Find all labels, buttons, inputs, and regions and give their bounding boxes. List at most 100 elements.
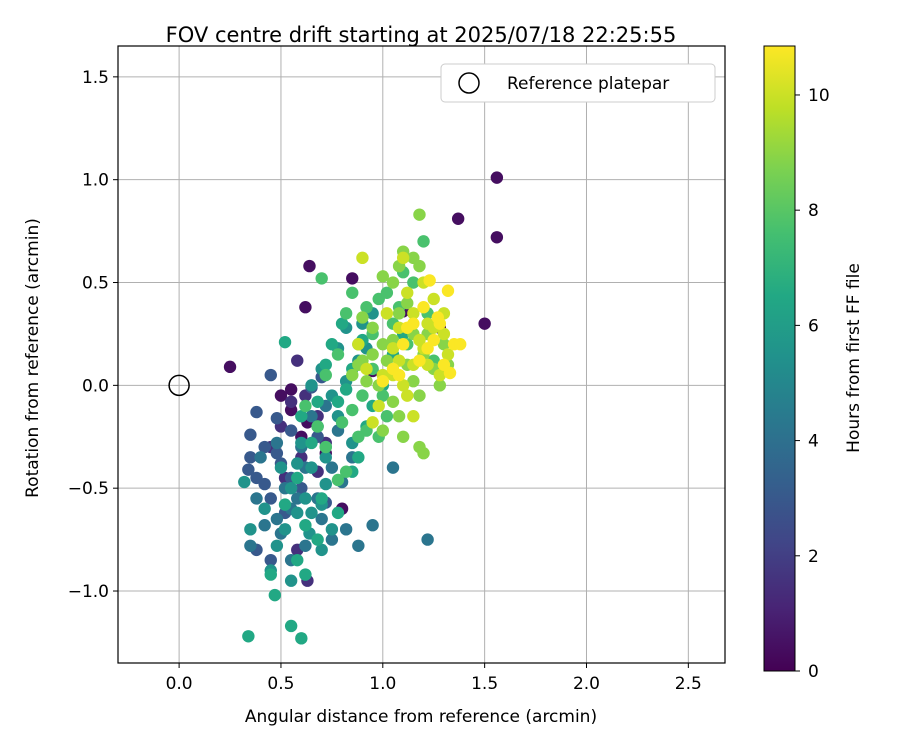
data-point — [250, 405, 263, 419]
data-point — [401, 286, 414, 299]
colorbar-tick-label: 2 — [808, 547, 819, 567]
data-point — [376, 389, 389, 402]
data-point — [490, 231, 504, 244]
data-point — [291, 471, 304, 485]
colorbar-gradient — [763, 45, 796, 672]
data-point — [305, 410, 318, 423]
legend-box — [440, 63, 716, 103]
data-point — [407, 375, 420, 388]
colorbar-ticks: 0 2 4 6 8 10 — [795, 86, 830, 682]
data-point — [331, 395, 345, 409]
data-point — [360, 362, 373, 376]
data-point — [407, 410, 420, 423]
data-point — [258, 477, 271, 491]
data-point — [360, 300, 373, 314]
data-point — [335, 416, 349, 429]
data-point — [258, 502, 271, 515]
data-point — [299, 492, 312, 505]
colorbar-tick-label: 4 — [808, 432, 819, 452]
data-point — [284, 395, 298, 409]
x-tick-label: 0.5 — [267, 674, 294, 694]
y-tick-label: 1.0 — [82, 171, 109, 191]
data-point — [319, 368, 332, 382]
data-point — [441, 284, 455, 297]
colorbar-tick-label: 10 — [808, 86, 830, 106]
data-point — [380, 286, 394, 299]
data-point — [258, 519, 271, 532]
data-point — [407, 307, 420, 320]
data-point — [396, 251, 410, 265]
data-point — [401, 389, 414, 402]
data-point — [346, 368, 359, 382]
legend: Reference platepar — [440, 63, 716, 103]
data-point — [401, 321, 414, 334]
data-point — [339, 383, 353, 396]
data-point — [331, 473, 345, 487]
data-point — [413, 354, 426, 367]
data-point — [437, 327, 451, 341]
data-point — [366, 519, 379, 532]
data-point — [417, 235, 430, 248]
data-point — [451, 212, 465, 225]
data-point — [264, 492, 277, 505]
data-point — [284, 424, 298, 437]
data-point — [376, 270, 389, 283]
data-point — [258, 440, 271, 454]
data-point — [356, 251, 369, 265]
data-point — [325, 523, 339, 536]
data-point — [295, 632, 308, 645]
data-point — [242, 463, 255, 476]
data-point — [366, 321, 379, 334]
data-point — [264, 568, 277, 581]
data-point — [315, 492, 328, 505]
data-point — [417, 447, 430, 460]
data-point — [305, 506, 318, 520]
data-point — [299, 519, 312, 532]
data-point — [270, 447, 284, 460]
data-point — [407, 276, 420, 289]
data-point — [401, 296, 414, 310]
data-point — [392, 410, 406, 423]
x-tick-label: 2.0 — [573, 674, 600, 694]
data-point — [325, 461, 339, 474]
data-point — [311, 533, 324, 546]
plot-frame — [117, 45, 726, 664]
data-point — [270, 412, 284, 425]
legend-reference-marker — [458, 72, 480, 94]
data-point — [278, 335, 292, 349]
data-point — [315, 512, 328, 526]
data-point — [346, 286, 359, 299]
data-point — [319, 358, 332, 371]
data-point — [339, 523, 353, 536]
data-point — [413, 208, 426, 221]
data-point — [356, 311, 369, 324]
y-tick-label: 0.5 — [82, 274, 109, 294]
data-point — [376, 424, 389, 437]
data-point — [413, 389, 426, 402]
data-point — [331, 348, 345, 361]
data-point — [319, 451, 332, 464]
chart-title: FOV centre drift starting at 2025/07/18 … — [166, 23, 677, 47]
data-point — [335, 317, 349, 330]
data-point — [311, 395, 324, 409]
data-point — [291, 553, 304, 567]
data-point — [270, 512, 284, 526]
data-point — [360, 375, 373, 388]
data-point — [238, 475, 251, 489]
data-point — [274, 389, 288, 402]
data-point — [244, 451, 257, 464]
data-point — [386, 276, 400, 289]
data-point — [339, 307, 353, 320]
data-point — [352, 430, 365, 443]
data-point — [254, 451, 267, 464]
data-point — [291, 457, 304, 470]
y-axis-ticks: −1.0 −0.5 0.0 0.5 1.0 1.5 — [68, 68, 118, 602]
data-point — [396, 379, 410, 392]
data-point — [270, 436, 284, 450]
data-point — [386, 461, 400, 474]
data-point — [305, 436, 318, 450]
data-point — [284, 383, 298, 396]
data-point — [392, 368, 406, 382]
data-point — [331, 506, 345, 520]
